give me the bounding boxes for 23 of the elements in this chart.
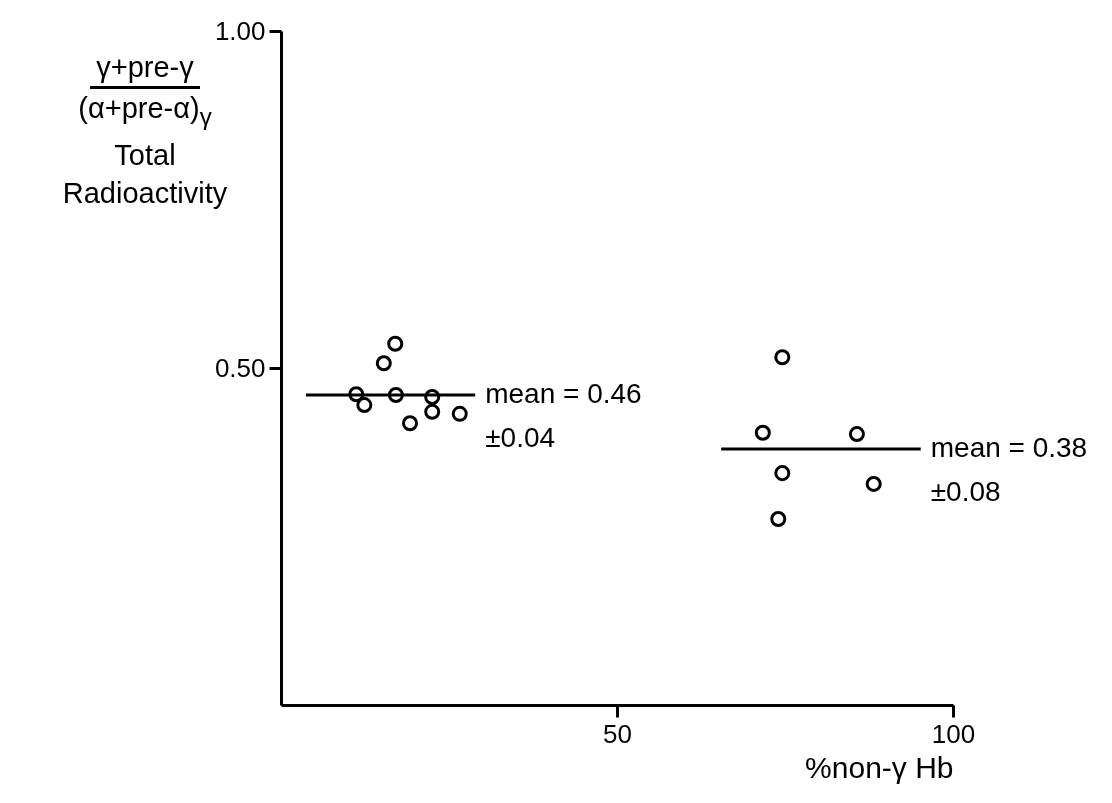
point <box>402 415 419 432</box>
point <box>774 349 791 366</box>
point <box>848 426 865 443</box>
x-tick-label: 50 <box>603 718 632 749</box>
point <box>865 475 882 492</box>
point <box>387 335 404 352</box>
point <box>424 403 441 420</box>
x-axis-title: %non-γ Hb <box>805 750 954 784</box>
point <box>770 510 787 527</box>
x-tick-label: 100 <box>931 718 976 749</box>
annotation: mean = 0.38 ±0.08 <box>930 431 1088 507</box>
point <box>348 386 365 403</box>
point <box>451 405 468 422</box>
y-tick-label: 1.00 <box>214 15 266 46</box>
y-tick-label: 0.50 <box>214 352 266 383</box>
point <box>387 386 404 403</box>
point <box>356 397 373 414</box>
point <box>424 388 441 405</box>
y-axis-title: γ+pre-γ (α+pre-α)$_{γ}$ Total Radioactivity <box>62 50 228 209</box>
point <box>375 355 392 372</box>
annotation: mean = 0.46 ±0.04 <box>485 377 642 453</box>
point <box>774 465 791 482</box>
point <box>754 424 771 441</box>
